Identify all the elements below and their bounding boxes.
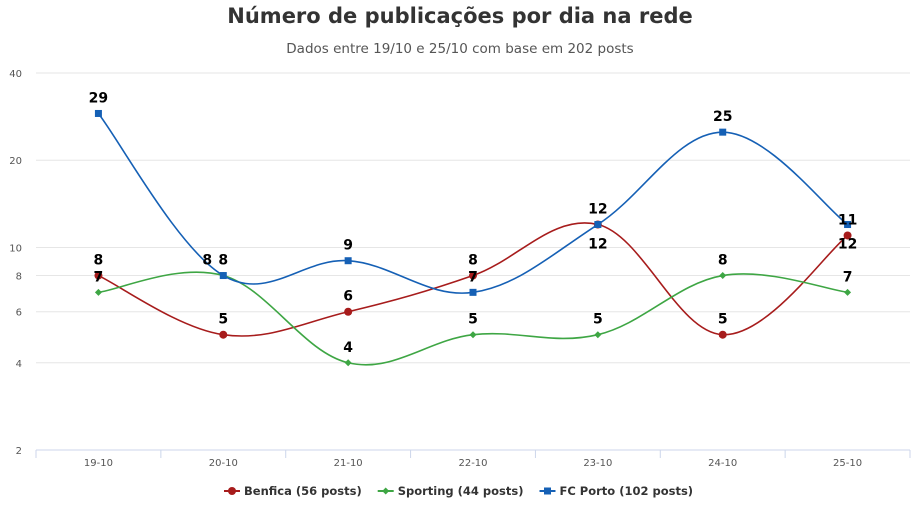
x-tick-label: 20-10 [209, 458, 238, 469]
data-point-diamond [344, 359, 352, 367]
data-label: 5 [468, 312, 478, 328]
data-label: 8 [94, 253, 104, 269]
data-label: 8 [218, 253, 228, 269]
legend-item[interactable]: Benfica (56 posts) [244, 484, 362, 498]
data-label: 6 [343, 289, 353, 305]
x-tick-label: 25-10 [833, 458, 862, 469]
y-tick-label: 20 [9, 156, 22, 167]
data-point-circle [843, 231, 852, 240]
y-tick-label: 6 [16, 308, 22, 319]
data-label: 5 [718, 312, 728, 328]
y-tick-label: 10 [9, 243, 22, 254]
data-label: 5 [593, 312, 603, 328]
data-point-circle [469, 271, 477, 280]
legend-square-icon [544, 487, 551, 495]
y-tick-label: 8 [16, 272, 22, 283]
data-label: 29 [89, 90, 108, 106]
data-label: 8 [718, 253, 728, 269]
data-label: 7 [468, 269, 478, 285]
data-point-square [219, 272, 227, 280]
x-tick-label: 24-10 [708, 458, 737, 469]
data-label: 8 [468, 253, 478, 269]
data-label: 12 [838, 237, 857, 253]
legend-item[interactable]: FC Porto (102 posts) [560, 484, 694, 498]
data-label: 9 [343, 238, 353, 254]
data-point-diamond [469, 331, 477, 339]
y-tick-label: 2 [16, 446, 22, 457]
data-label: 5 [218, 312, 228, 328]
chart-title: Número de publicações por dia na rede [227, 4, 693, 28]
data-label: 7 [843, 269, 853, 285]
data-point-diamond [94, 288, 102, 296]
data-point-square [469, 288, 477, 296]
data-point-diamond [594, 331, 602, 339]
legend-diamond-icon [382, 487, 390, 495]
legend-circle-icon [228, 487, 236, 495]
data-point-square [94, 109, 102, 117]
data-label: 12 [588, 202, 607, 218]
data-point-square [844, 221, 852, 229]
data-point-square [344, 257, 352, 265]
data-point-circle [718, 330, 727, 339]
data-point-diamond [719, 272, 727, 280]
y-tick-label: 40 [9, 69, 22, 80]
legend-item[interactable]: Sporting (44 posts) [398, 484, 524, 498]
data-label: 11 [838, 212, 857, 228]
data-label: 12 [588, 237, 607, 253]
x-tick-label: 22-10 [458, 458, 487, 469]
x-tick-label: 23-10 [583, 458, 612, 469]
data-label: 25 [713, 109, 732, 125]
chart-subtitle: Dados entre 19/10 e 25/10 com base em 20… [286, 41, 634, 57]
data-point-circle [344, 307, 353, 316]
data-label: 4 [343, 340, 353, 356]
data-point-square [719, 128, 727, 136]
data-label: 8 [202, 253, 212, 269]
data-label: 7 [94, 269, 104, 285]
data-point-circle [94, 271, 103, 280]
data-point-diamond [844, 288, 852, 296]
x-tick-label: 19-10 [84, 458, 113, 469]
data-point-circle [219, 330, 228, 339]
data-point-square [594, 221, 602, 229]
x-tick-label: 21-10 [334, 458, 363, 469]
y-tick-label: 4 [16, 359, 22, 370]
